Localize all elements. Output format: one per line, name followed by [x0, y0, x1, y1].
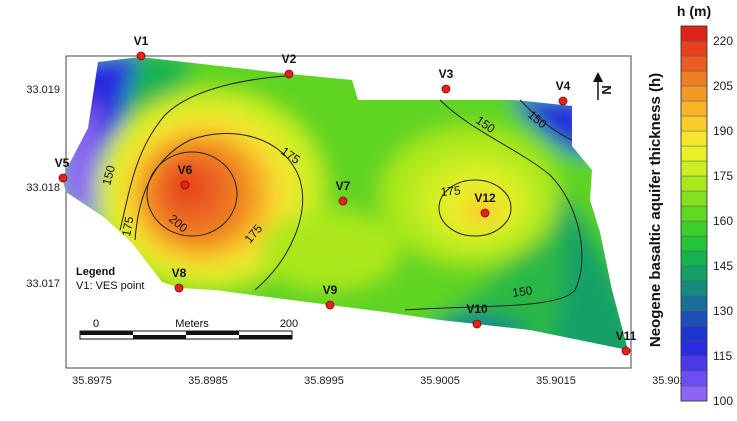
colorbar-tick-label: 160	[713, 214, 733, 228]
ves-point-marker	[441, 84, 451, 94]
colorbar-swatch	[680, 385, 708, 402]
ves-point-marker	[621, 346, 631, 356]
colorbar-swatch	[680, 355, 708, 372]
colorbar-tick-label: 130	[713, 304, 733, 318]
colorbar-title: h (m)	[677, 3, 711, 19]
ves-points: V1 V2 V3 V4 V5 V6 V7 V8 V9 V10 V11 V12	[55, 34, 637, 356]
ves-point-label: V6	[178, 163, 193, 177]
colorbar-swatch	[680, 370, 708, 387]
colorbar-tick-label: 115	[713, 349, 732, 363]
colorbar-tick-label: 190	[713, 124, 733, 138]
scale-bar-unit: Meters	[175, 318, 209, 330]
north-letter: N	[599, 85, 614, 94]
colorbar-swatch	[680, 175, 708, 192]
colorbar-swatch	[680, 55, 708, 72]
scale-bar-end: 200	[280, 318, 298, 330]
colorbar-tick-label: 205	[713, 79, 733, 93]
colorbar-swatch	[680, 220, 708, 237]
colorbar-swatch	[680, 340, 708, 357]
y-tick-label: 33.017	[26, 278, 60, 290]
legend-title: Legend	[76, 266, 115, 278]
colorbar-swatch	[680, 250, 708, 267]
ves-point-marker	[480, 208, 490, 218]
colorbar-swatch	[680, 70, 708, 87]
contour-150-west	[119, 75, 286, 231]
colorbar-tick-label: 175	[713, 169, 733, 183]
x-tick-label: 35.8975	[72, 375, 112, 387]
x-tick-label: 35.8985	[188, 375, 228, 387]
scale-bar-start: 0	[93, 318, 99, 330]
contour-lines	[119, 75, 583, 311]
colorbar-ticks: 220 205 190 175 160 145 130 115 100	[713, 34, 733, 408]
colorbar	[680, 25, 708, 402]
y-axis: 33.019 33.018 33.017	[26, 84, 60, 290]
contour-150-east	[404, 99, 583, 311]
colorbar-swatch	[680, 235, 708, 252]
ves-point-label: V9	[323, 283, 338, 297]
contour-label: 150	[99, 163, 118, 186]
contour-175-east	[438, 179, 512, 237]
legend-entry: V1: VES point	[76, 280, 145, 292]
ves-point-label: V1	[134, 34, 149, 48]
colorbar-swatch	[680, 190, 708, 207]
colorbar-tick-label: 100	[713, 394, 733, 408]
y-tick-label: 33.019	[26, 84, 60, 96]
ves-point-label: V8	[172, 266, 187, 280]
colorbar-swatch	[680, 40, 708, 57]
ves-point-marker	[58, 173, 68, 183]
colorbar-swatch	[680, 145, 708, 162]
colorbar-swatch	[680, 280, 708, 297]
x-axis: 35.8975 35.8985 35.8995 35.9005 35.9015 …	[72, 375, 692, 387]
ves-point-marker	[558, 96, 568, 106]
colorbar-axis-label: Neogene basaltic aquifer thickness (h)	[647, 73, 664, 347]
contour-label: 175	[119, 215, 136, 237]
ves-point-label: V4	[556, 79, 571, 93]
ves-point-label: V11	[616, 329, 637, 343]
contour-label: 150	[511, 283, 533, 300]
ves-point-label: V7	[336, 179, 351, 193]
colorbar-swatch	[680, 115, 708, 132]
ves-point-marker	[136, 51, 146, 61]
colorbar-swatch	[680, 205, 708, 222]
contour-label: 175	[440, 183, 461, 199]
ves-point-label: V3	[439, 67, 454, 81]
contour-125-ne	[519, 99, 573, 141]
x-tick-label: 35.9005	[420, 375, 460, 387]
ves-point-marker	[180, 180, 190, 190]
ves-point-label: V5	[55, 156, 70, 170]
scale-bar: 0 Meters 200	[79, 318, 298, 340]
colorbar-swatch	[680, 100, 708, 117]
colorbar-swatch	[680, 25, 708, 42]
x-tick-label: 35.8995	[304, 375, 344, 387]
colorbar-swatch	[680, 85, 708, 102]
ves-point-label: V10	[466, 302, 488, 316]
ves-point-marker	[284, 69, 294, 79]
colorbar-swatch	[680, 265, 708, 282]
colorbar-swatch	[680, 160, 708, 177]
colorbar-swatch	[680, 295, 708, 312]
y-tick-label: 33.018	[26, 182, 60, 194]
colorbar-swatch	[680, 325, 708, 342]
colorbar-tick-label: 145	[713, 259, 733, 273]
ves-point-marker	[174, 283, 184, 293]
colorbar-swatch	[680, 310, 708, 327]
ves-point-marker	[338, 196, 348, 206]
ves-point-label: V12	[474, 191, 496, 205]
colorbar-outline	[680, 25, 708, 402]
ves-point-marker	[325, 300, 335, 310]
ves-point-label: V2	[282, 52, 297, 66]
x-tick-label: 35.9015	[536, 375, 576, 387]
north-arrow-icon: N	[593, 72, 614, 100]
ves-point-marker	[472, 319, 482, 329]
colorbar-tick-label: 220	[713, 34, 733, 48]
contour-200-west	[146, 151, 238, 237]
colorbar-swatch	[680, 130, 708, 147]
